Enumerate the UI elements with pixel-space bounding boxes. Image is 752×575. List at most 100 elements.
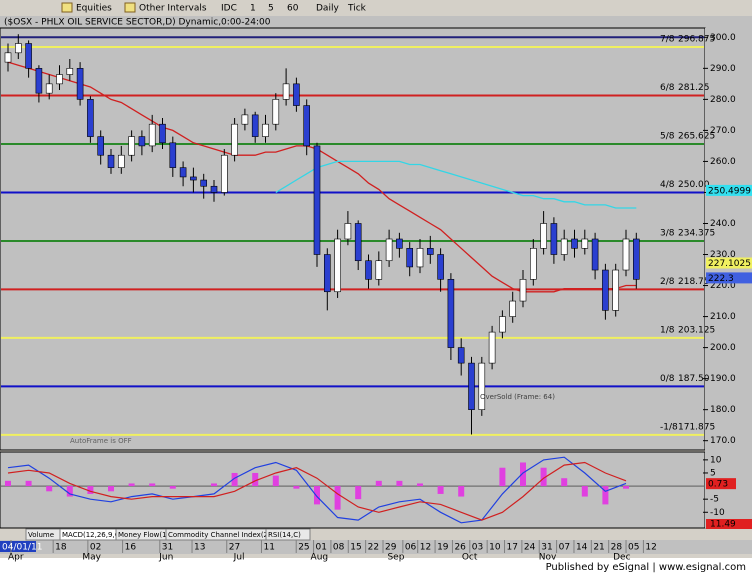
- candle-body: [190, 176, 197, 181]
- murrey-label: 1/8: [660, 325, 675, 335]
- price-tag: [706, 272, 752, 284]
- candle-body: [426, 248, 434, 255]
- candle-body: [560, 238, 568, 255]
- footer-bar: [0, 558, 752, 575]
- x-tick-label: 13: [194, 543, 205, 553]
- footer: Published by eSignal | www.esignal.com: [546, 562, 746, 573]
- murrey-value: 203.125: [678, 325, 715, 335]
- x-tick-label: 16: [125, 543, 137, 553]
- x-tick-label: 03: [472, 543, 483, 553]
- histogram-bar: [561, 478, 568, 487]
- month-label: Jul: [233, 553, 245, 563]
- x-tick-label: 24: [524, 543, 536, 553]
- x-tick-label: 17: [507, 543, 518, 553]
- y-tick-label: 180.0: [710, 405, 736, 415]
- histogram-bar: [540, 467, 547, 487]
- candle-body: [56, 74, 63, 85]
- candle-body: [35, 68, 43, 94]
- toolbar-item[interactable]: Equities: [76, 4, 112, 14]
- moving-average: [275, 160, 637, 209]
- murrey-label: 4/8: [660, 180, 675, 190]
- candle-body: [632, 238, 640, 280]
- murrey-value: 281.25: [678, 83, 710, 93]
- y-tick-label: 200.0: [710, 343, 736, 353]
- toolbar-item[interactable]: Daily: [316, 4, 339, 14]
- candle-body: [282, 83, 290, 100]
- price-tag-label: 222.3: [708, 274, 734, 284]
- murrey-label: -1/8: [660, 422, 678, 432]
- histogram-bar: [499, 467, 506, 487]
- annotation: OverSold (Frame: 64): [480, 393, 555, 401]
- price-tag: [706, 257, 752, 269]
- candle-body: [159, 123, 166, 144]
- x-tick-label: 12: [645, 543, 656, 553]
- candle-body: [509, 300, 517, 317]
- value-tag: [706, 478, 736, 490]
- candle-body: [365, 260, 372, 280]
- y-tick-label: 170.0: [710, 436, 736, 446]
- histogram-bar: [149, 483, 156, 487]
- x-tick-label: 31: [162, 543, 173, 553]
- candle-body: [529, 248, 537, 280]
- candle-body: [344, 223, 352, 240]
- toolbar: [0, 0, 752, 16]
- y-tick-label: 220.0: [710, 281, 736, 291]
- month-label: Sep: [387, 553, 404, 563]
- candle-body: [200, 179, 207, 187]
- y-tick-label: 190.0: [710, 374, 736, 384]
- x-tick-label: 01: [316, 543, 327, 553]
- histogram-bar: [334, 486, 341, 510]
- x-tick-label: 29: [385, 543, 397, 553]
- candle-body: [602, 269, 609, 311]
- candle-body: [571, 238, 578, 249]
- murrey-value: 218.75: [678, 277, 710, 287]
- candle-body: [76, 68, 84, 100]
- candle-body: [107, 154, 115, 168]
- toolbar-item[interactable]: Other Intervals: [139, 4, 207, 14]
- candle-body: [519, 279, 527, 302]
- x-tick-label: 31: [541, 543, 552, 553]
- candle-body: [406, 248, 414, 268]
- indicator-tab-label: MACD(12,26,9,C): [62, 531, 123, 539]
- candle-body: [4, 52, 12, 63]
- x-tick-label: 21: [593, 543, 604, 553]
- candle-body: [457, 347, 465, 364]
- murrey-label: 0/8: [660, 374, 675, 384]
- candle-body: [262, 123, 269, 137]
- toolbar-item[interactable]: Tick: [347, 4, 367, 14]
- histogram-bar: [417, 483, 423, 487]
- toolbar-item[interactable]: 5: [268, 4, 274, 14]
- month-label: May: [82, 553, 101, 563]
- y-tick-label: 260.0: [710, 157, 736, 167]
- murrey-value: 265.625: [678, 131, 715, 141]
- candle-body: [231, 123, 238, 156]
- histogram-bar: [46, 486, 53, 492]
- x-tick-label: 28: [611, 543, 623, 553]
- murrey-value: 296.875: [678, 35, 715, 45]
- histogram-bar: [169, 486, 176, 489]
- histogram-bar: [211, 483, 217, 487]
- candle-body: [396, 238, 403, 249]
- candle-body: [97, 136, 104, 156]
- x-tick-label: 26: [454, 543, 466, 553]
- toolbar-item[interactable]: 60: [287, 4, 299, 14]
- x-tick-label: 22: [368, 543, 379, 553]
- histogram-bar: [355, 486, 362, 500]
- indicator-tab[interactable]: [265, 528, 311, 541]
- signal-line: [7, 461, 627, 521]
- annotation: AutoFrame is OFF: [70, 437, 132, 445]
- toolbar-item[interactable]: IDC: [221, 4, 237, 14]
- candle-body: [15, 43, 22, 54]
- y-tick-label: 240.0: [710, 219, 736, 229]
- toolbar-item[interactable]: 1: [250, 4, 256, 14]
- y-tick-label: 5: [710, 468, 716, 478]
- histogram-bar: [108, 486, 114, 492]
- histogram-bar: [87, 486, 94, 494]
- month-label: Jun: [158, 553, 173, 563]
- candle-body: [375, 260, 383, 280]
- x-tick-label: 05: [628, 543, 639, 553]
- candle-body: [251, 114, 259, 137]
- histogram-bar: [623, 486, 629, 489]
